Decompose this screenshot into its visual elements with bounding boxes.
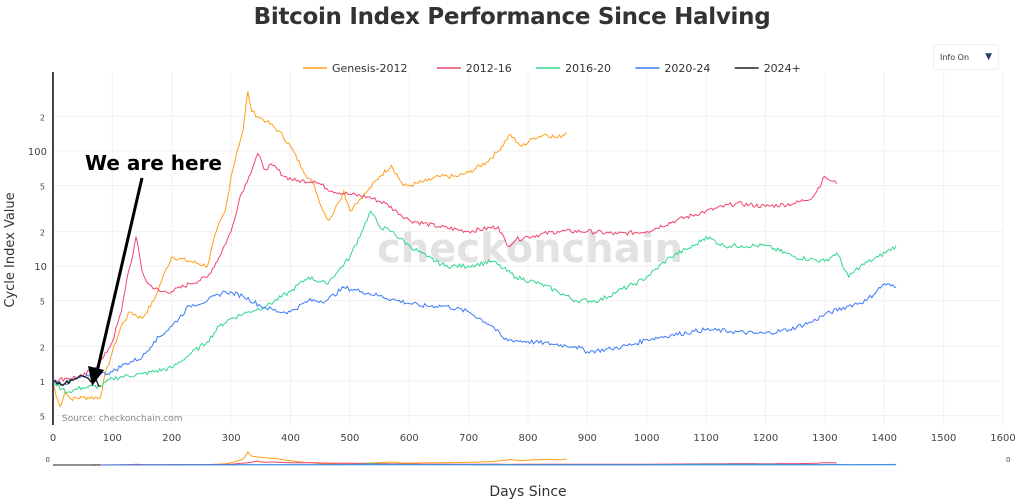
x-tick-label: 800 [518,433,537,444]
x-tick-label: 500 [340,433,359,444]
x-tick-label: 1100 [693,433,718,444]
legend-item-label: 2020-24 [664,62,710,75]
series-line-genesis-2012 [52,91,567,408]
annotation-arrow-shaft [95,177,144,373]
x-tick-label: 300 [222,433,241,444]
y-tick-label: 5 [40,298,45,307]
x-tick-label: 1600 [990,433,1015,444]
x-tick-label: 1300 [812,433,837,444]
info-toggle-dropdown[interactable]: Info On ▼ [933,44,999,70]
axis-ticks: 0 100 200 300 400 500 600 700 800 900 1000 1100 1200… [28,113,1016,444]
series-line-2016-20 [52,210,897,394]
legend: Genesis-2012 2012-16 2016-20 2020-24 2024+ [303,62,801,75]
x-tick-label: 700 [459,433,478,444]
source-annotation: Source: checkonchain.com [62,414,183,424]
range-slider-right-label: 0 [1006,456,1010,464]
y-tick-label: 2 [40,228,45,237]
y-tick-label: 100 [28,147,47,158]
series-line-2012-16 [52,152,838,384]
triangle-down-icon: ▼ [985,52,992,62]
legend-item-label: 2024+ [764,62,801,75]
y-tick-label: 5 [40,413,45,422]
y-tick-label: 2 [40,113,45,122]
x-tick-label: 600 [400,433,419,444]
legend-item-label: Genesis-2012 [332,62,408,75]
y-tick-label: 2 [40,343,45,352]
annotation-arrowhead-icon [88,366,104,386]
x-axis-title: Days Since [489,484,566,500]
x-tick-label: 1400 [872,433,897,444]
range-slider-left-label: 0 [46,456,50,464]
y-axis-title: Cycle Index Value [3,192,18,307]
legend-item-label: 2012-16 [466,62,512,75]
y-tick-label: 5 [40,183,45,192]
x-tick-label: 400 [281,433,300,444]
x-tick-label: 0 [50,433,56,444]
x-tick-label: 200 [162,433,181,444]
we-are-here-annotation: We are here [85,151,222,175]
chart-title: Bitcoin Index Performance Since Halving [253,4,771,30]
y-tick-label: 10 [34,262,47,273]
info-toggle-label: Info On [940,52,970,62]
x-tick-label: 900 [578,433,597,444]
series-line-2020-24 [52,283,897,386]
gridlines [53,72,1004,425]
x-tick-label: 1000 [634,433,659,444]
y-tick-label: 1 [40,378,45,387]
legend-item-label: 2016-20 [565,62,611,75]
x-tick-label: 1500 [931,433,956,444]
x-tick-label: 100 [103,433,122,444]
x-tick-label: 1200 [753,433,778,444]
